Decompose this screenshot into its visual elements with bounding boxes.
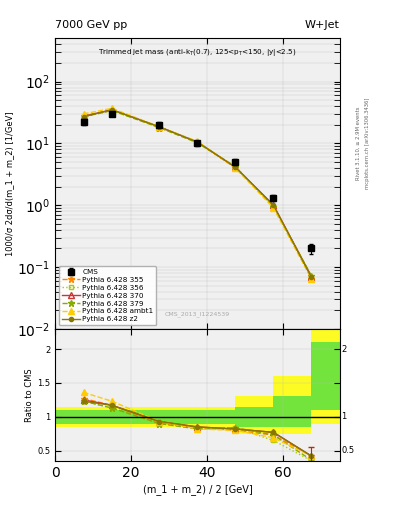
- Pythia 6.428 ambt1: [81, 111, 86, 117]
- Pythia 6.428 379: [157, 124, 162, 131]
- Pythia 6.428 355: [271, 203, 276, 209]
- Pythia 6.428 379: [195, 140, 200, 146]
- Pythia 6.428 370: [233, 164, 238, 170]
- Pythia 6.428 356: [309, 273, 314, 280]
- Pythia 6.428 379: [271, 203, 276, 209]
- Pythia 6.428 356: [157, 124, 162, 130]
- Text: 2: 2: [342, 345, 347, 354]
- Pythia 6.428 355: [195, 139, 200, 145]
- Pythia 6.428 z2: [271, 202, 276, 208]
- Line: Pythia 6.428 370: Pythia 6.428 370: [81, 107, 314, 280]
- Pythia 6.428 356: [271, 203, 276, 209]
- Pythia 6.428 ambt1: [195, 138, 200, 144]
- Text: CMS_2013_I1224539: CMS_2013_I1224539: [165, 311, 230, 317]
- Pythia 6.428 355: [157, 124, 162, 131]
- Line: Pythia 6.428 379: Pythia 6.428 379: [80, 107, 315, 279]
- Pythia 6.428 370: [195, 139, 200, 145]
- X-axis label: (m_1 + m_2) / 2 [GeV]: (m_1 + m_2) / 2 [GeV]: [143, 484, 252, 495]
- Pythia 6.428 z2: [81, 114, 86, 120]
- Pythia 6.428 z2: [110, 106, 114, 113]
- Pythia 6.428 356: [81, 114, 86, 120]
- Pythia 6.428 370: [309, 273, 314, 280]
- Y-axis label: Ratio to CMS: Ratio to CMS: [25, 368, 34, 421]
- Pythia 6.428 z2: [157, 124, 162, 130]
- Line: Pythia 6.428 355: Pythia 6.428 355: [80, 106, 315, 282]
- Pythia 6.428 355: [309, 275, 314, 282]
- Pythia 6.428 355: [81, 113, 86, 119]
- Pythia 6.428 370: [157, 124, 162, 130]
- Legend: CMS, Pythia 6.428 355, Pythia 6.428 356, Pythia 6.428 370, Pythia 6.428 379, Pyt: CMS, Pythia 6.428 355, Pythia 6.428 356,…: [59, 266, 156, 325]
- Pythia 6.428 379: [81, 114, 86, 120]
- Line: Pythia 6.428 356: Pythia 6.428 356: [81, 109, 314, 279]
- Pythia 6.428 379: [110, 108, 114, 114]
- Pythia 6.428 z2: [195, 139, 200, 145]
- Pythia 6.428 z2: [309, 274, 314, 281]
- Text: Trimmed jet mass (anti-k$_\mathregular{T}$(0.7), 125<p$_\mathregular{T}$<150, |y: Trimmed jet mass (anti-k$_\mathregular{T…: [98, 47, 297, 58]
- Text: Rivet 3.1.10, ≥ 2.9M events: Rivet 3.1.10, ≥ 2.9M events: [356, 106, 361, 180]
- Pythia 6.428 356: [233, 164, 238, 170]
- Pythia 6.428 ambt1: [271, 205, 276, 211]
- Pythia 6.428 356: [110, 108, 114, 114]
- Pythia 6.428 355: [110, 106, 114, 113]
- Text: 0.5: 0.5: [342, 446, 354, 455]
- Pythia 6.428 ambt1: [110, 105, 114, 111]
- Text: 1: 1: [342, 412, 347, 421]
- Pythia 6.428 ambt1: [157, 124, 162, 130]
- Pythia 6.428 370: [271, 202, 276, 208]
- Text: 7000 GeV pp: 7000 GeV pp: [55, 19, 127, 30]
- Pythia 6.428 ambt1: [309, 275, 314, 282]
- Pythia 6.428 355: [233, 165, 238, 171]
- Pythia 6.428 379: [233, 164, 238, 170]
- Pythia 6.428 370: [81, 113, 86, 119]
- Pythia 6.428 ambt1: [233, 165, 238, 171]
- Line: Pythia 6.428 z2: Pythia 6.428 z2: [81, 108, 314, 280]
- Pythia 6.428 370: [110, 106, 114, 113]
- Text: mcplots.cern.ch [arXiv:1306.3436]: mcplots.cern.ch [arXiv:1306.3436]: [365, 98, 371, 189]
- Line: Pythia 6.428 ambt1: Pythia 6.428 ambt1: [81, 105, 314, 281]
- Pythia 6.428 z2: [233, 164, 238, 170]
- Pythia 6.428 379: [309, 273, 314, 279]
- Text: W+Jet: W+Jet: [305, 19, 340, 30]
- Pythia 6.428 356: [195, 140, 200, 146]
- Y-axis label: 1000/σ 2dσ/d(m_1 + m_2) [1/GeV]: 1000/σ 2dσ/d(m_1 + m_2) [1/GeV]: [5, 111, 14, 256]
